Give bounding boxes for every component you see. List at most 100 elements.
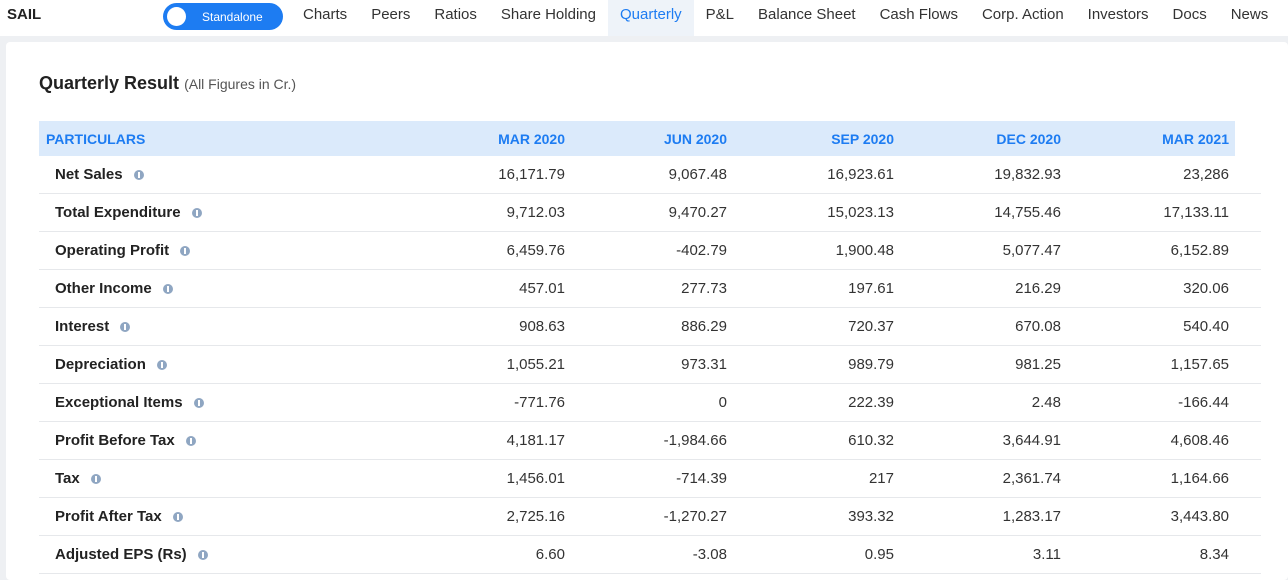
- header-period: DEC 2020: [996, 130, 1061, 147]
- value-cell: 9,712.03: [506, 204, 565, 221]
- value-cell: -1,984.66: [663, 432, 727, 449]
- value-cell: 2,725.16: [506, 508, 565, 525]
- value-cell: 17,133.11: [1163, 204, 1229, 221]
- value-cell: 6.60: [535, 546, 565, 563]
- value-cell: -3.08: [692, 546, 727, 563]
- row-label-cell: Depreciation: [39, 356, 409, 373]
- tab-ratios[interactable]: Ratios: [434, 6, 477, 23]
- table-row: Exceptional Items -771.76 0 222.39 2.48 -166.…: [39, 384, 1261, 422]
- value-cell: 2,361.74: [1002, 470, 1061, 487]
- value-cell: 1,157.65: [1170, 356, 1229, 373]
- value-cell: 908.63: [519, 318, 565, 335]
- row-label: Tax: [55, 470, 80, 487]
- header-particulars: PARTICULARS: [46, 130, 146, 147]
- header-period: MAR 2020: [498, 130, 565, 147]
- info-icon[interactable]: [162, 283, 173, 294]
- tab-peers[interactable]: Peers: [371, 6, 411, 23]
- value-cell: 393.32: [848, 508, 894, 525]
- standalone-toggle[interactable]: Standalone: [163, 3, 283, 30]
- tab-corp-action[interactable]: Corp. Action: [981, 6, 1064, 23]
- top-nav-bar: SAIL Standalone Charts Peers Ratios Share H…: [0, 0, 1288, 36]
- info-icon[interactable]: [193, 397, 204, 408]
- info-icon[interactable]: [185, 435, 196, 446]
- table-row: Net Sales 16,171.79 9,067.48 16,923.61 19,83…: [39, 156, 1261, 194]
- row-label-cell: Other Income: [39, 280, 409, 297]
- tab-docs[interactable]: Docs: [1172, 6, 1207, 23]
- row-label: Total Expenditure: [55, 204, 181, 221]
- value-cell: 4,608.46: [1170, 432, 1229, 449]
- value-cell: 8.34: [1199, 546, 1229, 563]
- value-cell: 23,286: [1183, 166, 1229, 183]
- value-cell: 989.79: [848, 356, 894, 373]
- value-cell: 981.25: [1015, 356, 1061, 373]
- value-cell: 3,443.80: [1170, 508, 1229, 525]
- tab-p-l[interactable]: P&L: [705, 6, 735, 23]
- value-cell: 1,900.48: [835, 242, 894, 259]
- value-cell: 610.32: [848, 432, 894, 449]
- table-body: Net Sales 16,171.79 9,067.48 16,923.61 19,83…: [39, 156, 1261, 574]
- row-label-cell: Operating Profit: [39, 242, 409, 259]
- row-label: Operating Profit: [55, 242, 170, 259]
- tab-quarterly[interactable]: Quarterly: [607, 0, 694, 36]
- table-row: Profit Before Tax 4,181.17 -1,984.66 610.32…: [39, 422, 1261, 460]
- table-row: Other Income 457.01 277.73 197.61 216.29 320.…: [39, 270, 1261, 308]
- row-label-cell: Profit Before Tax: [39, 432, 409, 449]
- value-cell: -402.79: [676, 242, 727, 259]
- toggle-label: Standalone: [202, 10, 263, 24]
- info-icon[interactable]: [197, 549, 208, 560]
- value-cell: 5,077.47: [1002, 242, 1061, 259]
- value-cell: 0.95: [864, 546, 894, 563]
- value-cell: 1,456.01: [506, 470, 565, 487]
- value-cell: 222.39: [848, 394, 894, 411]
- value-cell: 1,283.17: [1002, 508, 1061, 525]
- row-label-cell: Net Sales: [39, 166, 409, 183]
- value-cell: 457.01: [519, 280, 565, 297]
- table-row: Tax 1,456.01 -714.39 217 2,361.74 1,164.66: [39, 460, 1261, 498]
- header-period: MAR 2021: [1162, 130, 1229, 147]
- quarterly-result-card: Quarterly Result (All Figures in Cr.) PA…: [6, 42, 1288, 580]
- tab-share-holding[interactable]: Share Holding: [500, 6, 596, 23]
- value-cell: 16,171.79: [498, 166, 565, 183]
- info-icon[interactable]: [120, 321, 131, 332]
- table-row: Adjusted EPS (Rs) 6.60 -3.08 0.95 3.11 8.34: [39, 536, 1261, 574]
- row-label: Adjusted EPS (Rs): [55, 546, 187, 563]
- row-label-cell: Profit After Tax: [39, 508, 409, 525]
- tab-cash-flows[interactable]: Cash Flows: [879, 6, 958, 23]
- header-period: JUN 2020: [663, 130, 727, 147]
- value-cell: 3,644.91: [1002, 432, 1061, 449]
- table-row: Operating Profit 6,459.76 -402.79 1,900.48 5…: [39, 232, 1261, 270]
- row-label-cell: Interest: [39, 318, 409, 335]
- value-cell: -771.76: [514, 394, 565, 411]
- row-label: Profit After Tax: [55, 508, 162, 525]
- value-cell: 15,023.13: [827, 204, 894, 221]
- toggle-knob[interactable]: [167, 7, 186, 26]
- value-cell: 217: [868, 470, 894, 487]
- table-row: Profit After Tax 2,725.16 -1,270.27 393.32 1…: [39, 498, 1261, 536]
- info-icon[interactable]: [172, 511, 183, 522]
- info-icon[interactable]: [156, 359, 167, 370]
- info-icon[interactable]: [180, 245, 191, 256]
- info-icon[interactable]: [133, 169, 144, 180]
- tab-investors[interactable]: Investors: [1087, 6, 1149, 23]
- value-cell: 320.06: [1183, 280, 1229, 297]
- value-cell: 2.48: [1031, 394, 1061, 411]
- row-label: Exceptional Items: [55, 394, 183, 411]
- row-label: Net Sales: [55, 166, 123, 183]
- table-row: Depreciation 1,055.21 973.31 989.79 981.25 1,…: [39, 346, 1261, 384]
- value-cell: 16,923.61: [827, 166, 894, 183]
- value-cell: 973.31: [681, 356, 727, 373]
- tab-balance-sheet[interactable]: Balance Sheet: [758, 6, 856, 23]
- info-icon[interactable]: [90, 473, 101, 484]
- tab-news[interactable]: News: [1230, 6, 1269, 23]
- info-icon[interactable]: [191, 207, 202, 218]
- row-label: Profit Before Tax: [55, 432, 175, 449]
- row-label-cell: Total Expenditure: [39, 204, 409, 221]
- title-subtitle: (All Figures in Cr.): [184, 76, 297, 92]
- value-cell: 4,181.17: [506, 432, 565, 449]
- value-cell: 720.37: [848, 318, 894, 335]
- tab-charts[interactable]: Charts: [303, 6, 348, 23]
- row-label: Depreciation: [55, 356, 146, 373]
- value-cell: 670.08: [1015, 318, 1061, 335]
- value-cell: 9,067.48: [668, 166, 727, 183]
- value-cell: 0: [718, 394, 727, 411]
